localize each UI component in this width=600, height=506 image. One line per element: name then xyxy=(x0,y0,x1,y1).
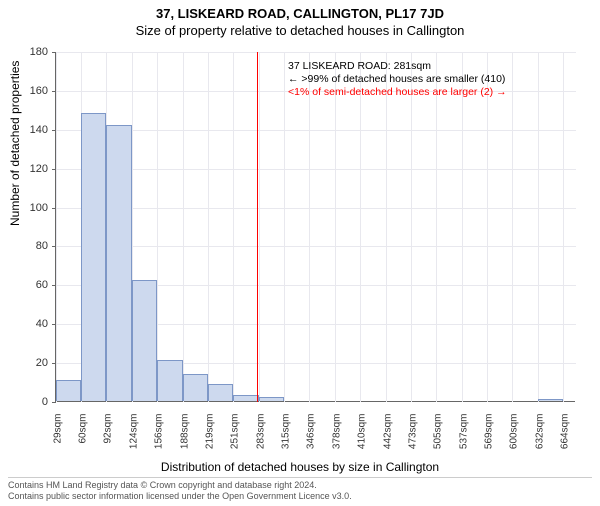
xtick-label: 60sqm xyxy=(77,414,88,464)
xtick-label: 315sqm xyxy=(281,414,292,464)
xtick-label: 378sqm xyxy=(331,414,342,464)
gridline xyxy=(56,169,576,170)
chart-plot-wrap: 37 LISKEARD ROAD: 281sqm← >99% of detach… xyxy=(55,52,575,402)
xtick-label: 505sqm xyxy=(433,414,444,464)
histogram-bar xyxy=(183,374,208,401)
xtick-label: 664sqm xyxy=(560,414,571,464)
vgridline xyxy=(512,52,513,402)
vgridline xyxy=(386,52,387,402)
xtick-label: 569sqm xyxy=(484,414,495,464)
histogram-bar xyxy=(157,360,183,401)
plot-area: 37 LISKEARD ROAD: 281sqm← >99% of detach… xyxy=(55,52,575,402)
chart-title-sub: Size of property relative to detached ho… xyxy=(0,23,600,38)
ytick-label: 120 xyxy=(0,163,48,175)
vgridline xyxy=(157,52,158,402)
histogram-bar xyxy=(259,397,285,401)
vgridline xyxy=(462,52,463,402)
vgridline xyxy=(335,52,336,402)
vgridline xyxy=(259,52,260,402)
xtick-label: 29sqm xyxy=(53,414,64,464)
xtick-label: 92sqm xyxy=(103,414,114,464)
vgridline xyxy=(563,52,564,402)
xtick-label: 473sqm xyxy=(407,414,418,464)
ytick-label: 140 xyxy=(0,124,48,136)
xtick-label: 188sqm xyxy=(180,414,191,464)
vgridline xyxy=(233,52,234,402)
vgridline xyxy=(538,52,539,402)
gridline xyxy=(56,246,576,247)
xtick-label: 251sqm xyxy=(230,414,241,464)
ytick-label: 100 xyxy=(0,202,48,214)
vgridline xyxy=(411,52,412,402)
xtick-label: 600sqm xyxy=(509,414,520,464)
vgridline xyxy=(360,52,361,402)
annotation-text: 37 LISKEARD ROAD: 281sqm← >99% of detach… xyxy=(288,60,507,99)
ytick-label: 20 xyxy=(0,357,48,369)
xtick-label: 632sqm xyxy=(534,414,545,464)
vgridline xyxy=(487,52,488,402)
ytick-label: 180 xyxy=(0,46,48,58)
xtick-label: 537sqm xyxy=(458,414,469,464)
xtick-label: 156sqm xyxy=(154,414,165,464)
vgridline xyxy=(436,52,437,402)
xtick-label: 346sqm xyxy=(306,414,317,464)
footer-line-1: Contains HM Land Registry data © Crown c… xyxy=(8,480,592,491)
vgridline xyxy=(208,52,209,402)
ytick-label: 40 xyxy=(0,318,48,330)
histogram-bar xyxy=(56,380,81,401)
xtick-label: 124sqm xyxy=(128,414,139,464)
chart-container: 37, LISKEARD ROAD, CALLINGTON, PL17 7JD … xyxy=(0,6,600,506)
ytick-mark xyxy=(52,402,56,403)
histogram-bar xyxy=(538,399,564,401)
vgridline xyxy=(309,52,310,402)
ytick-label: 160 xyxy=(0,85,48,97)
chart-title-main: 37, LISKEARD ROAD, CALLINGTON, PL17 7JD xyxy=(0,6,600,21)
annotation-line: <1% of semi-detached houses are larger (… xyxy=(288,86,507,99)
gridline xyxy=(56,208,576,209)
histogram-bar xyxy=(233,395,259,401)
xtick-label: 219sqm xyxy=(204,414,215,464)
ytick-label: 60 xyxy=(0,279,48,291)
xtick-label: 410sqm xyxy=(357,414,368,464)
gridline xyxy=(56,130,576,131)
vgridline xyxy=(56,52,57,402)
histogram-bar xyxy=(208,384,234,402)
vgridline xyxy=(284,52,285,402)
reference-marker-line xyxy=(257,52,258,402)
xtick-label: 283sqm xyxy=(255,414,266,464)
histogram-bar xyxy=(106,125,132,401)
annotation-line: ← >99% of detached houses are smaller (4… xyxy=(288,73,507,86)
annotation-line: 37 LISKEARD ROAD: 281sqm xyxy=(288,60,507,73)
gridline xyxy=(56,52,576,53)
footer-line-2: Contains public sector information licen… xyxy=(8,491,592,502)
histogram-bar xyxy=(81,113,107,401)
vgridline xyxy=(183,52,184,402)
histogram-bar xyxy=(132,280,158,401)
xtick-label: 442sqm xyxy=(382,414,393,464)
ytick-label: 0 xyxy=(0,396,48,408)
ytick-label: 80 xyxy=(0,240,48,252)
footer-attribution: Contains HM Land Registry data © Crown c… xyxy=(8,477,592,502)
